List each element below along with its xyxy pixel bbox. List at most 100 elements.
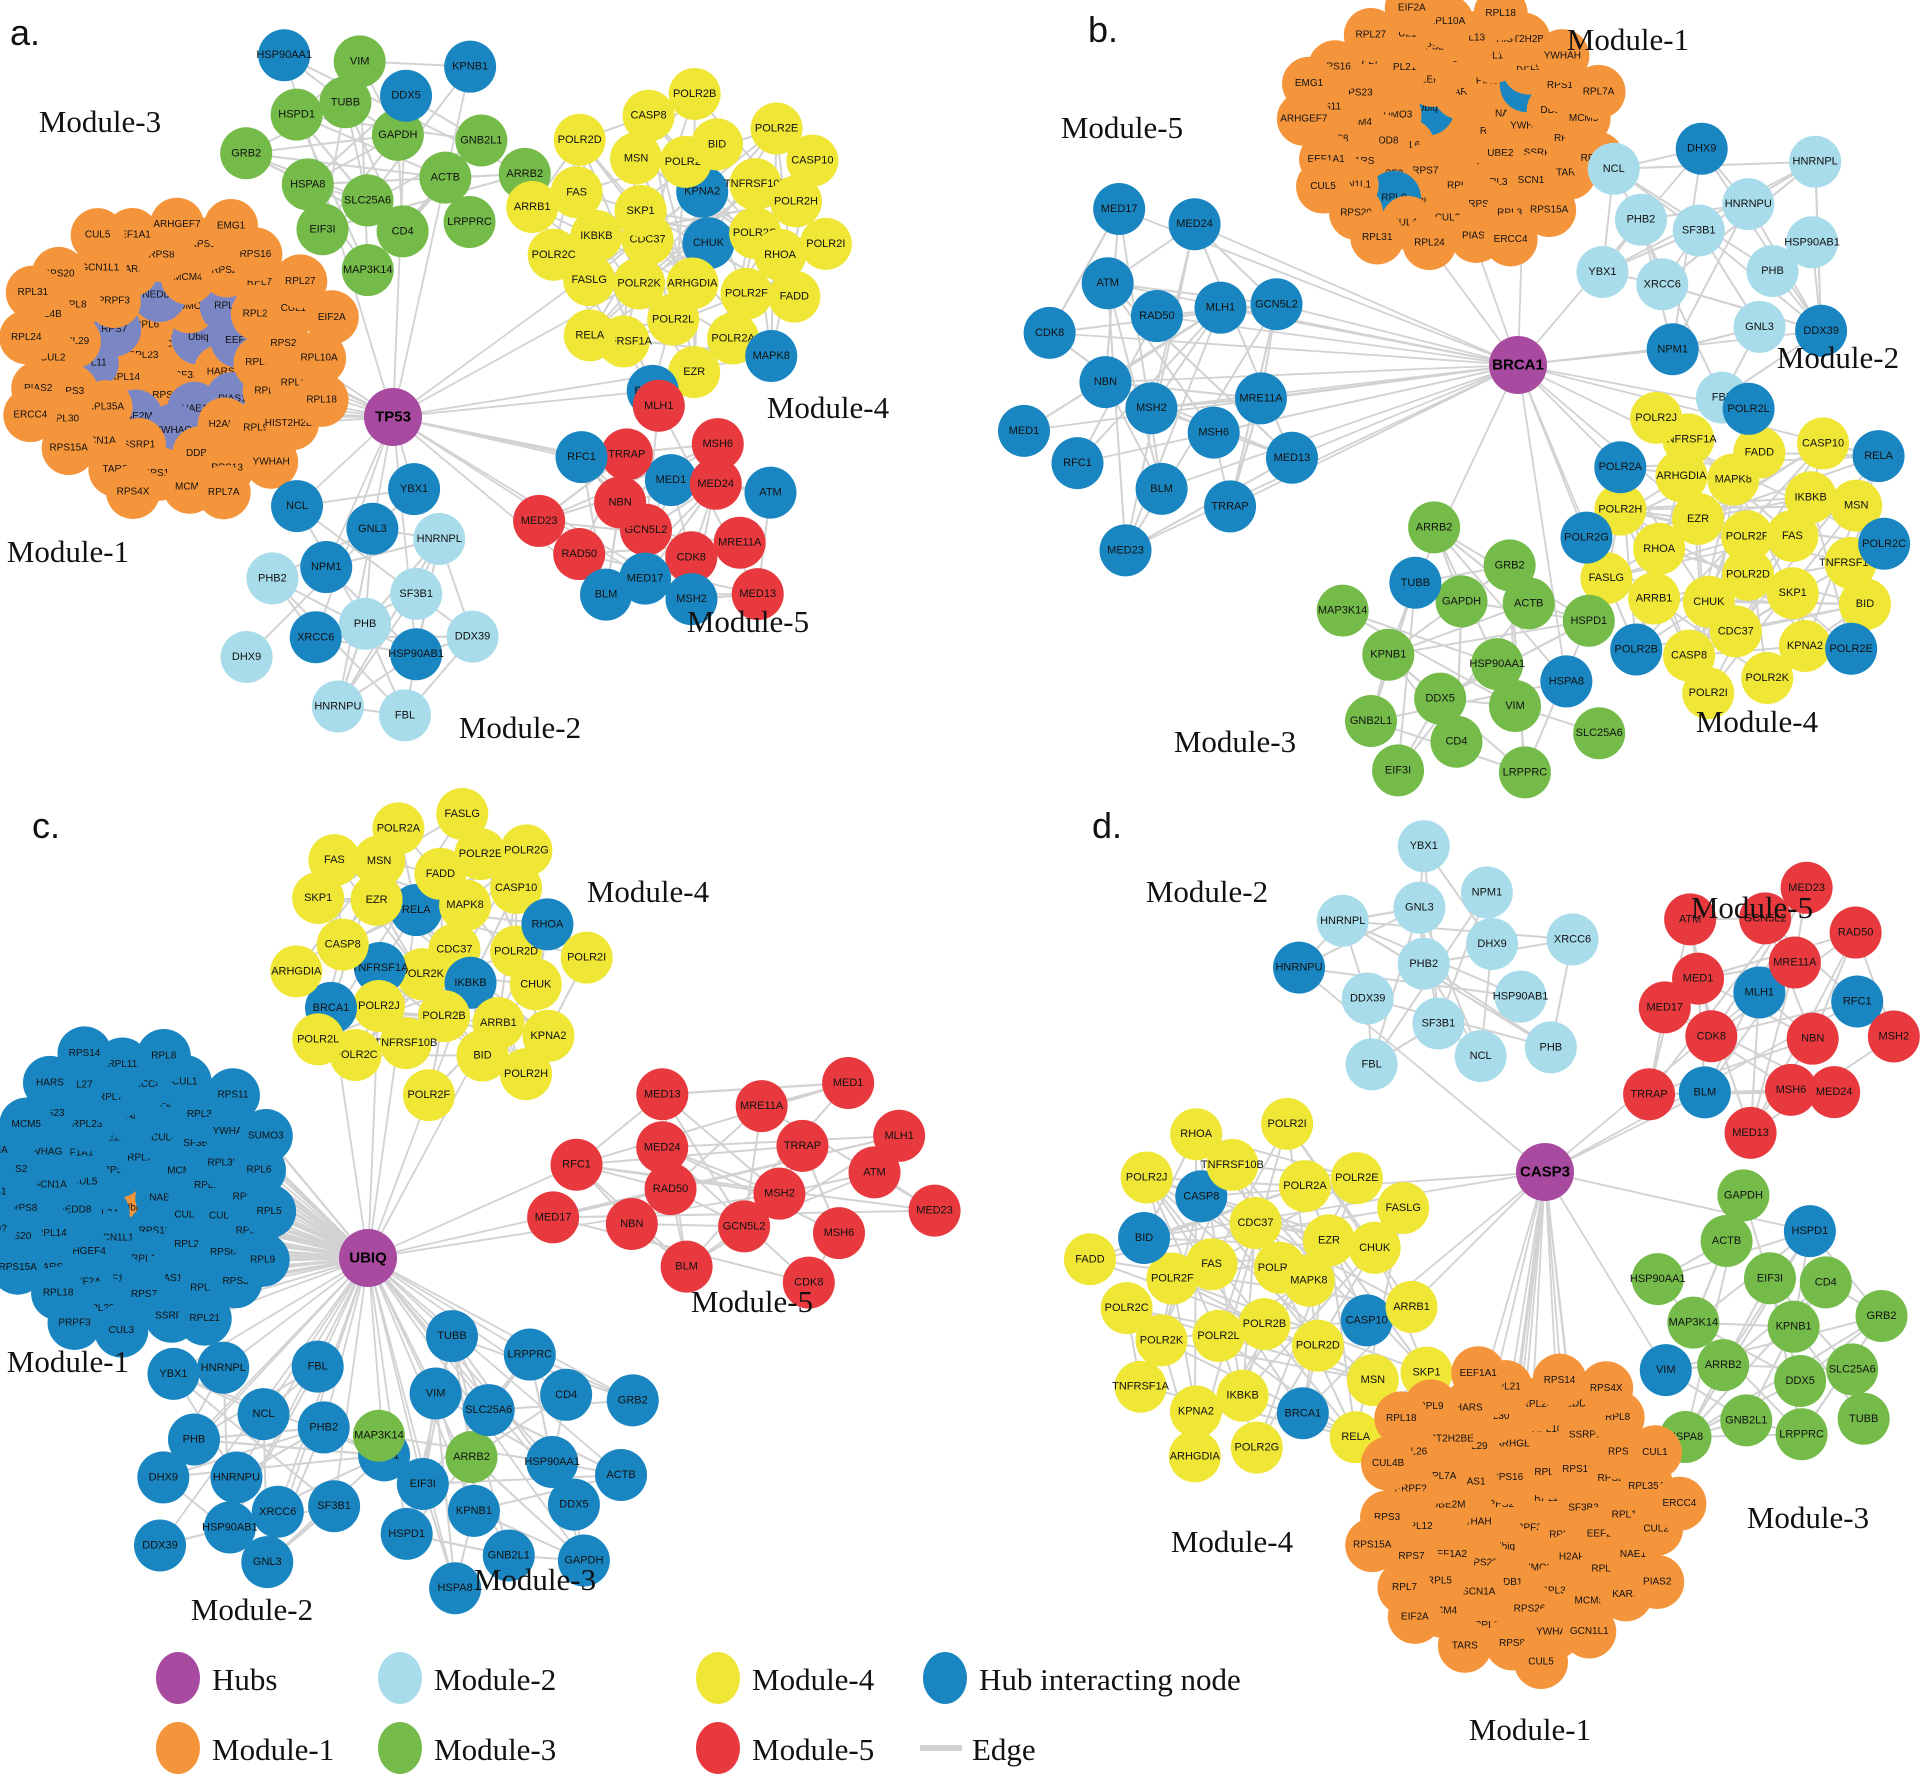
gene-node-RPL24	[1402, 216, 1457, 271]
gene-node-TRRAP	[1204, 480, 1257, 533]
gene-node-DDX39	[134, 1519, 187, 1572]
edge	[404, 538, 441, 716]
gene-node-MSN	[610, 132, 663, 185]
hub-node-CASP3	[1516, 1143, 1574, 1201]
gene-node-MED24	[636, 1121, 689, 1174]
gene-node-ATM	[744, 466, 797, 519]
gene-node-GCN5L2	[1250, 278, 1303, 331]
hub-edge	[1276, 303, 1519, 366]
edge	[576, 1144, 803, 1166]
gene-node-HNRNPU	[311, 680, 364, 733]
edge	[1370, 680, 1567, 722]
gene-node-CUL5	[70, 208, 125, 263]
gene-node-EZR	[1302, 1214, 1355, 1267]
gene-node-SF3B1	[1412, 997, 1465, 1050]
gene-node-BID	[1118, 1211, 1171, 1264]
gene-node-MAPK8	[1282, 1254, 1335, 1307]
edge	[307, 172, 525, 186]
gene-node-VIM	[409, 1367, 462, 1420]
gene-node-POLR2E	[454, 828, 507, 881]
module-label-c-module-4: Module-4	[587, 874, 710, 909]
gene-node-MED24	[689, 457, 742, 510]
gene-node-POLR2F	[1721, 510, 1774, 563]
module-label-b-module-3: Module-3	[1174, 724, 1296, 759]
gene-node-CDC37	[1229, 1197, 1282, 1250]
gene-node-POLR2E	[1330, 1152, 1383, 1205]
panel-b: MSH2RAD50MSH6NBNMLH1BLMATMMRE11ARFC1MED2…	[997, 0, 1911, 799]
gene-node-VIM	[1639, 1344, 1692, 1397]
gene-node-POLR2K	[1135, 1314, 1188, 1367]
node-layer: MSH2RAD50MSH6NBNMLH1BLMATMMRE11ARFC1MED2…	[997, 0, 1911, 799]
gene-node-POLR2C	[527, 228, 580, 281]
hub-edge	[1544, 1091, 1706, 1173]
gene-node-RPL7A	[1571, 64, 1626, 119]
gene-node-PHB2	[246, 552, 299, 605]
gene-node-POLR2A	[372, 802, 425, 855]
gene-node-MAPK8	[745, 330, 798, 383]
gene-node-MSH6	[691, 418, 744, 471]
legend: Hubs Module-1 Module-2 Module-3 Module-4 Modu…	[156, 1652, 1241, 1774]
gene-node-GNB2L1	[1344, 695, 1397, 748]
gene-node-ARRB1	[1628, 572, 1681, 625]
gene-node-POLR2G	[1230, 1421, 1283, 1474]
legend-label-module-2: Module-2	[434, 1662, 556, 1697]
gene-node-SLC25A6	[341, 174, 394, 227]
gene-node-CHUK	[509, 958, 562, 1011]
gene-node-EIF3I	[396, 1457, 449, 1510]
gene-node-ACTB	[419, 151, 472, 204]
gene-node-GNL3	[346, 502, 399, 555]
gene-node-MSH2	[1125, 382, 1178, 435]
gene-node-YBX1	[147, 1347, 200, 1400]
legend-label-hubs: Hubs	[212, 1662, 277, 1697]
panel-d: PHB2DHX9SF3B1GNL3HSP90AB1DDX39NPM1NCLHNR…	[1063, 805, 1920, 1747]
hub-label-CASP3: CASP3	[1520, 1164, 1570, 1181]
legend-swatch-module-2	[378, 1652, 422, 1704]
gene-node-DDX39	[446, 610, 499, 663]
gene-node-NCL	[1454, 1030, 1507, 1083]
gene-node-CUL1	[1627, 1425, 1682, 1480]
hub-label-BRCA1: BRCA1	[1492, 357, 1544, 374]
gene-node-BLM	[660, 1240, 713, 1293]
gene-node-MLH1	[1733, 966, 1786, 1019]
panel-letter-b: b.	[1088, 9, 1118, 50]
module-label-c-module-2: Module-2	[191, 1592, 313, 1627]
gene-node-BID	[1838, 578, 1891, 631]
gene-node-HSPD1	[380, 1507, 433, 1560]
gene-node-SLC25A6	[1826, 1343, 1879, 1396]
module-label-d-module-1: Module-1	[1469, 1712, 1591, 1747]
hub-label-UBIQ: UBIQ	[349, 1250, 387, 1267]
module-label-b-module-5: Module-5	[1061, 110, 1183, 145]
gene-node-BLM	[580, 568, 633, 621]
hub-edge	[1143, 1171, 1546, 1239]
gene-node-SLC25A6	[462, 1384, 515, 1437]
gene-node-TRRAP	[600, 428, 653, 481]
gene-node-RAD50	[1829, 906, 1882, 959]
gene-node-DDX39	[1795, 304, 1848, 357]
gene-node-GNB2L1	[482, 1529, 535, 1582]
hub-edge	[333, 1257, 369, 1507]
edge	[163, 1454, 385, 1479]
gene-node-LRPPRC	[503, 1328, 556, 1381]
gene-node-EIF3I	[296, 203, 349, 256]
hub-edge	[1544, 1171, 1667, 1371]
edge	[1342, 609, 1516, 707]
gene-node-BLM	[1678, 1066, 1731, 1119]
gene-node-MSH6	[1765, 1063, 1818, 1116]
gene-node-RELA	[563, 309, 616, 362]
gene-node-GAPDH	[1435, 575, 1488, 628]
panel-letter-c: c.	[32, 805, 60, 846]
gene-node-FBL	[1345, 1038, 1398, 1091]
gene-node-HSPA8	[429, 1562, 482, 1615]
gene-node-GAPDH	[371, 108, 424, 161]
legend-label-hub-interacting-node: Hub interacting node	[979, 1662, 1241, 1697]
gene-node-CUL3	[94, 1303, 149, 1358]
gene-node-ACTB	[595, 1448, 648, 1501]
gene-node-DDX5	[1414, 672, 1467, 725]
edge	[1671, 203, 1750, 350]
gene-node-RHOA	[754, 228, 807, 281]
hub-edge	[367, 1257, 634, 1402]
gene-node-NBN	[594, 476, 647, 529]
gene-node-KPNA2	[1169, 1385, 1222, 1438]
gene-node-ATM	[848, 1146, 901, 1199]
